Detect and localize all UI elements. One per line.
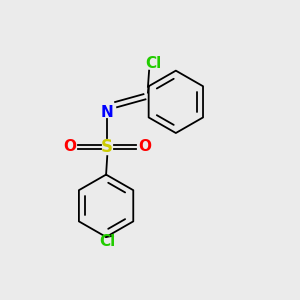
Text: O: O <box>138 140 151 154</box>
Text: S: S <box>101 138 113 156</box>
Text: O: O <box>64 140 76 154</box>
Text: Cl: Cl <box>146 56 162 71</box>
Text: Cl: Cl <box>99 234 116 249</box>
Text: N: N <box>101 105 114 120</box>
